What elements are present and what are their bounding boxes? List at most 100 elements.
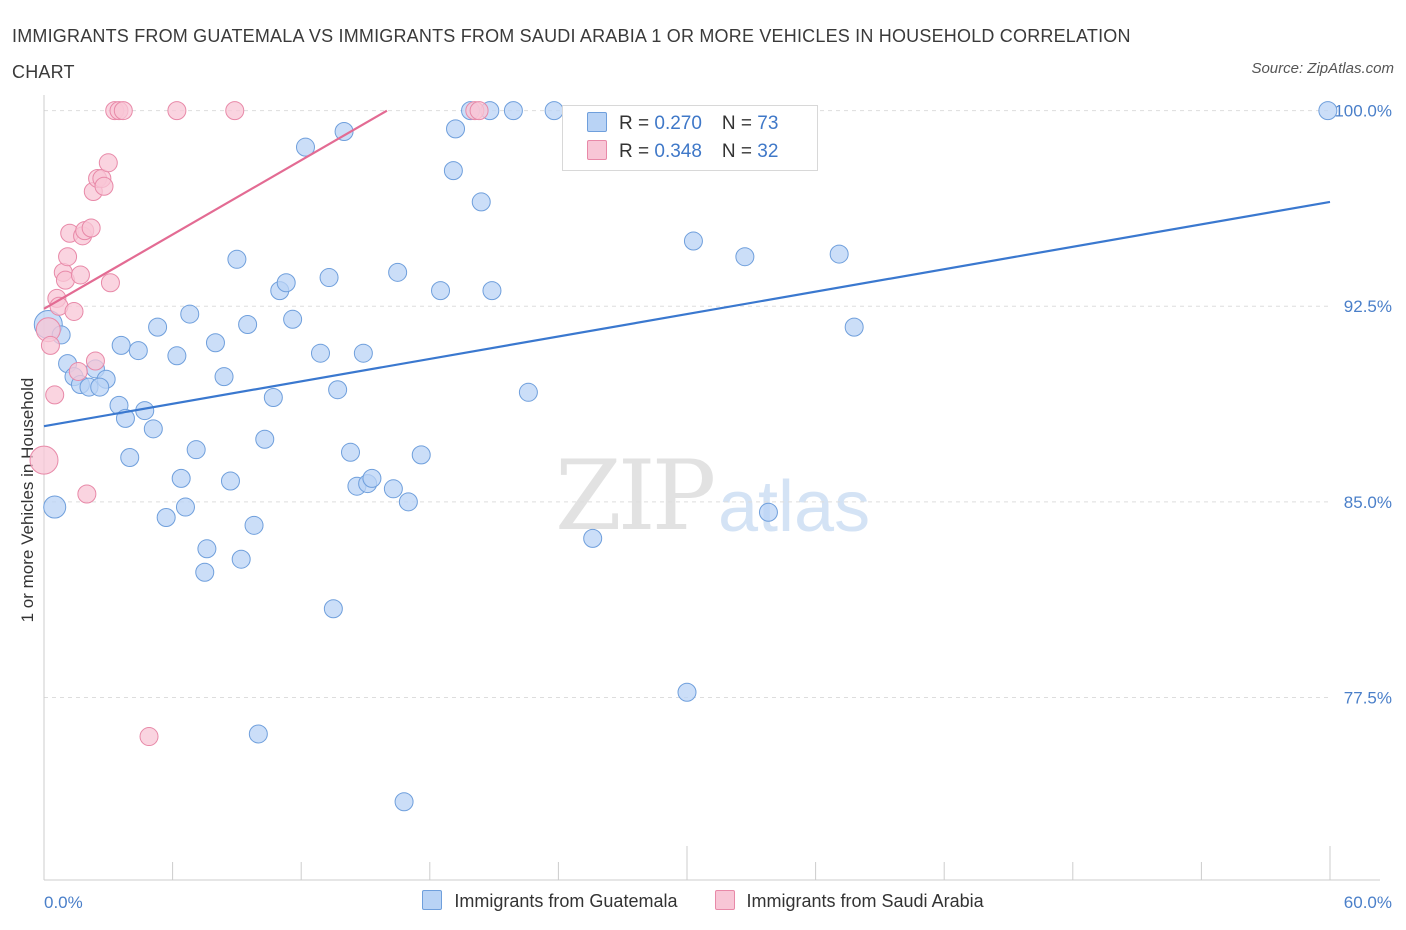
- data-point-guatemala: [383, 479, 403, 499]
- data-point-guatemala: [244, 515, 264, 535]
- data-point-saudi: [100, 273, 120, 293]
- legend-r-label: R =: [619, 141, 655, 162]
- data-point-saudi: [225, 101, 245, 121]
- data-point-guatemala: [120, 448, 140, 468]
- data-point-guatemala: [227, 249, 247, 269]
- data-point-guatemala: [334, 122, 354, 142]
- legend-r-value: 0.348: [654, 141, 702, 162]
- data-point-guatemala: [394, 792, 414, 812]
- legend-row-saudi: R = 0.348 N = 32: [587, 140, 778, 166]
- watermark-zip: ZIP: [555, 440, 716, 552]
- data-point-guatemala: [683, 231, 703, 251]
- data-point-guatemala: [276, 273, 296, 293]
- data-point-guatemala: [205, 333, 225, 353]
- data-point-guatemala: [195, 562, 215, 582]
- data-point-guatemala: [175, 497, 195, 517]
- series-legend: Immigrants from Guatemala Immigrants fro…: [0, 890, 1406, 912]
- y-tick-label: 92.5%: [1344, 297, 1392, 316]
- trend-line-saudi: [43, 109, 388, 310]
- legend-r-value: 0.270: [654, 113, 702, 134]
- data-point-guatemala: [143, 419, 163, 439]
- data-point-guatemala: [328, 380, 348, 400]
- data-point-guatemala: [446, 119, 466, 139]
- data-point-guatemala: [677, 682, 697, 702]
- data-point-guatemala: [353, 343, 373, 363]
- data-point-guatemala: [844, 317, 864, 337]
- series-name-saudi: Immigrants from Saudi Arabia: [746, 891, 984, 911]
- data-point-saudi: [58, 247, 78, 267]
- series-legend-guatemala[interactable]: Immigrants from Guatemala: [422, 890, 677, 912]
- data-point-guatemala: [1318, 101, 1338, 121]
- data-point-guatemala: [238, 315, 258, 335]
- data-point-guatemala: [758, 502, 778, 522]
- data-point-guatemala: [323, 599, 343, 619]
- data-point-guatemala: [482, 281, 502, 301]
- data-point-guatemala: [128, 341, 148, 361]
- series-legend-saudi[interactable]: Immigrants from Saudi Arabia: [714, 890, 984, 912]
- data-point-guatemala: [171, 468, 191, 488]
- x-tick-label: 0.0%: [44, 893, 83, 912]
- data-point-guatemala: [148, 317, 168, 337]
- series-name-guatemala: Immigrants from Guatemala: [454, 891, 678, 911]
- y-tick-label: 85.0%: [1344, 493, 1392, 512]
- legend-swatch-saudi: [587, 140, 607, 160]
- data-point-guatemala: [255, 429, 275, 449]
- data-point-saudi: [81, 218, 101, 238]
- data-point-guatemala: [90, 377, 110, 397]
- correlation-legend: R = 0.270 N = 73 R = 0.348 N = 32: [562, 105, 818, 171]
- data-point-guatemala: [295, 137, 315, 157]
- data-point-guatemala: [431, 281, 451, 301]
- data-point-guatemala: [411, 445, 431, 465]
- legend-n-label: N =: [721, 113, 758, 134]
- data-point-saudi: [167, 101, 187, 121]
- data-point-guatemala: [518, 382, 538, 402]
- data-point-guatemala: [310, 343, 330, 363]
- data-point-saudi: [64, 301, 84, 321]
- trend-line-guatemala: [43, 200, 1331, 428]
- data-point-guatemala: [220, 471, 240, 491]
- data-point-guatemala: [186, 440, 206, 460]
- data-point-guatemala: [283, 309, 303, 329]
- data-point-guatemala: [362, 468, 382, 488]
- chart-title: IMMIGRANTS FROM GUATEMALA VS IMMIGRANTS …: [12, 26, 1131, 82]
- series-swatch-saudi: [714, 890, 735, 910]
- legend-n-label: N =: [721, 141, 758, 162]
- data-point-guatemala: [319, 268, 339, 288]
- legend-r-label: R =: [619, 113, 655, 134]
- data-point-guatemala: [398, 492, 418, 512]
- data-point-guatemala: [471, 192, 491, 212]
- data-point-saudi: [469, 101, 489, 121]
- y-tick-label: 100.0%: [1334, 102, 1392, 121]
- y-tick-label: 77.5%: [1344, 688, 1392, 707]
- x-tick-label: 60.0%: [1344, 893, 1392, 912]
- data-point-guatemala: [388, 262, 408, 282]
- data-point-saudi: [45, 385, 65, 405]
- data-point-guatemala: [443, 161, 463, 181]
- data-point-guatemala: [735, 247, 755, 267]
- data-point-saudi: [139, 727, 159, 747]
- data-point-guatemala: [197, 539, 217, 559]
- source-label: Source: ZipAtlas.com: [1251, 60, 1394, 77]
- data-point-guatemala: [340, 442, 360, 462]
- legend-n-value: 73: [757, 113, 779, 134]
- data-point-guatemala: [503, 101, 523, 121]
- data-point-guatemala: [231, 549, 251, 569]
- data-point-guatemala: [263, 388, 283, 408]
- data-point-saudi: [77, 484, 97, 504]
- data-point-saudi: [94, 176, 114, 196]
- data-point-guatemala: [214, 367, 234, 387]
- data-point-saudi: [70, 265, 90, 285]
- data-point-saudi: [113, 101, 133, 121]
- watermark-atlas: atlas: [718, 467, 871, 547]
- data-point-guatemala: [167, 346, 187, 366]
- data-point-guatemala: [248, 724, 268, 744]
- data-point-saudi: [40, 335, 60, 355]
- data-point-guatemala: [180, 304, 200, 324]
- data-point-saudi: [85, 351, 105, 371]
- data-point-guatemala: [111, 335, 131, 355]
- data-point-saudi: [98, 153, 118, 173]
- data-point-saudi: [68, 361, 88, 381]
- data-point-saudi: [29, 445, 59, 475]
- data-point-guatemala: [544, 101, 564, 121]
